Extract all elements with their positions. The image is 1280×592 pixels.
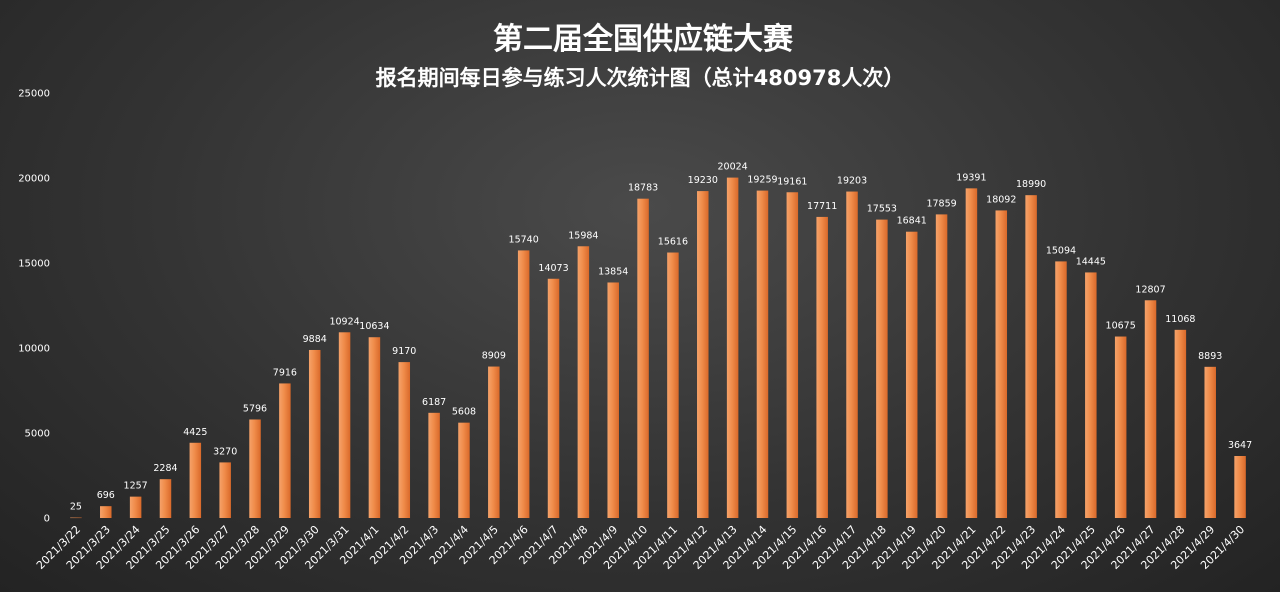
bar-value-label: 13854 <box>598 266 628 277</box>
bar <box>756 190 769 519</box>
bar-value-label: 15984 <box>568 230 598 241</box>
bar-value-label: 19259 <box>747 175 777 186</box>
bar-value-label: 14445 <box>1076 256 1106 267</box>
y-tick-label: 10000 <box>18 344 50 355</box>
bar <box>697 191 709 518</box>
bar <box>995 210 1008 518</box>
bar-value-label: 19230 <box>688 175 718 186</box>
bar-value-label: 15094 <box>1046 245 1076 256</box>
bar <box>159 479 172 518</box>
bar <box>786 192 799 518</box>
bar <box>1234 456 1246 518</box>
bar-value-label: 3270 <box>213 446 237 457</box>
bar-value-label: 17553 <box>867 204 897 215</box>
bar-value-label: 19391 <box>956 172 986 183</box>
bar <box>667 252 679 518</box>
bar <box>249 419 261 518</box>
bar <box>876 219 888 518</box>
bar-value-label: 15740 <box>509 234 539 245</box>
bar <box>368 337 381 518</box>
bar-value-label: 10675 <box>1106 321 1136 332</box>
bar-value-label: 10924 <box>329 316 359 327</box>
bar <box>129 496 142 518</box>
bar-value-label: 14073 <box>538 263 568 274</box>
bar-value-label: 4425 <box>183 427 207 438</box>
bar-value-label: 11068 <box>1165 314 1195 325</box>
bar <box>726 177 739 519</box>
bar-value-label: 8909 <box>482 351 506 362</box>
y-tick-label: 20000 <box>18 174 50 185</box>
y-axis: 0 5000 10000 15000 20000 25000 <box>18 89 50 525</box>
bar-value-label: 8893 <box>1198 351 1222 362</box>
bar <box>965 188 978 518</box>
bar-value-label: 5608 <box>452 407 476 418</box>
bar-value-label: 19203 <box>837 176 867 187</box>
bar <box>547 278 560 518</box>
x-axis: 2021/3/222021/3/232021/3/242021/3/252021… <box>34 523 1247 572</box>
bar-value-label: 15616 <box>658 237 688 248</box>
bar-value-label: 7916 <box>273 367 297 378</box>
bar <box>1055 261 1067 518</box>
bar-value-label: 10634 <box>359 321 389 332</box>
bar <box>428 412 440 518</box>
bar <box>279 383 291 518</box>
bar <box>1144 300 1157 518</box>
y-tick-label: 25000 <box>18 89 50 100</box>
bar <box>70 517 82 519</box>
bar <box>488 366 500 518</box>
bar <box>935 214 948 518</box>
chart-subtitle: 报名期间每日参与练习人次统计图（总计480978人次） <box>376 66 905 90</box>
bar-value-label: 16841 <box>897 216 927 227</box>
bar-value-label: 18092 <box>986 194 1016 205</box>
bar <box>637 198 649 518</box>
bar-value-label: 6187 <box>422 397 446 408</box>
bar-value-label: 12807 <box>1135 284 1165 295</box>
bar <box>577 246 590 518</box>
bar-value-label: 18990 <box>1016 179 1046 190</box>
y-tick-label: 0 <box>44 514 50 525</box>
chart-title: 第二届全国供应链大赛 <box>493 22 794 57</box>
bar <box>1085 272 1097 518</box>
bar <box>338 332 351 518</box>
y-tick-label: 15000 <box>18 259 50 270</box>
bar-value-label: 5796 <box>243 403 267 414</box>
bar <box>219 462 231 518</box>
bar-value-label: 18783 <box>628 183 658 194</box>
bar <box>1025 195 1037 519</box>
bar <box>517 250 530 519</box>
bar <box>1174 329 1187 518</box>
bar <box>1114 336 1127 518</box>
bar-value-label: 696 <box>97 490 115 501</box>
bar <box>189 442 202 518</box>
bar-value-label: 17711 <box>807 201 837 212</box>
bar-value-label: 25 <box>70 502 82 513</box>
bar-value-label: 9170 <box>392 346 416 357</box>
bar <box>398 362 411 518</box>
bar <box>458 422 470 518</box>
bar <box>308 349 321 518</box>
bar <box>905 231 918 518</box>
bar-value-label: 1257 <box>124 481 148 492</box>
bar <box>816 216 828 518</box>
bar <box>607 282 619 518</box>
bar-value-label: 9884 <box>303 334 327 345</box>
bar-value-label: 17859 <box>926 198 956 209</box>
bar <box>1204 366 1216 518</box>
bar-value-label: 2284 <box>153 463 177 474</box>
bar-value-label: 20024 <box>718 162 748 173</box>
bar-value-label: 3647 <box>1228 440 1252 451</box>
y-tick-label: 5000 <box>25 429 50 440</box>
bar-value-label: 19161 <box>777 176 807 187</box>
bar <box>846 191 858 518</box>
bar <box>100 506 112 518</box>
